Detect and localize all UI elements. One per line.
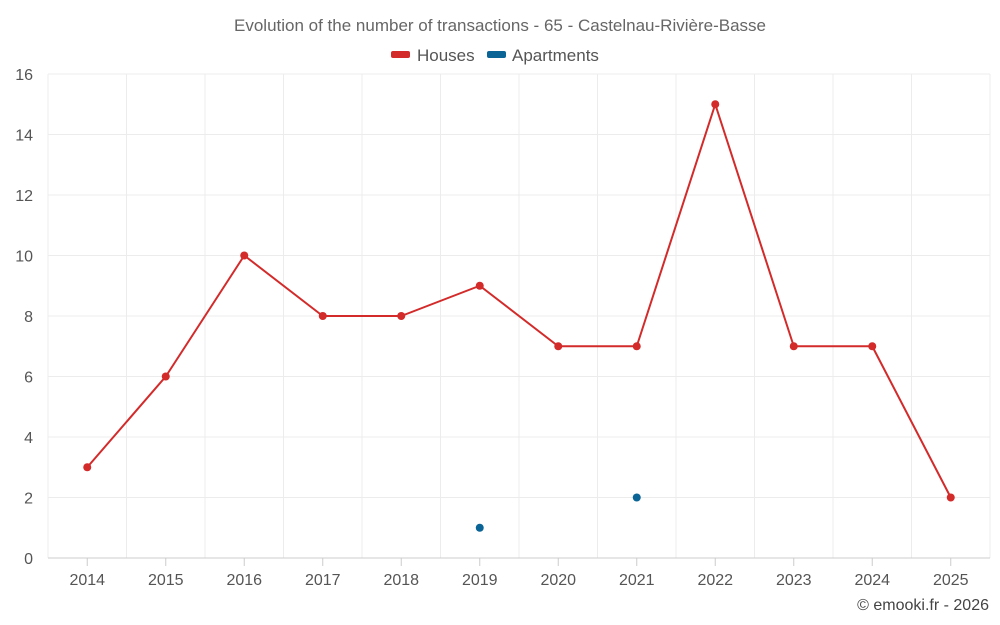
data-point-apartments[interactable] [475, 523, 484, 532]
x-tick-label: 2022 [697, 572, 733, 589]
legend: Houses Apartments [391, 46, 599, 65]
data-point-houses[interactable] [632, 342, 641, 351]
chart-title: Evolution of the number of transactions … [234, 16, 766, 35]
x-tick-label: 2021 [619, 572, 655, 589]
data-point-houses[interactable] [946, 493, 955, 502]
data-point-houses[interactable] [83, 463, 92, 472]
data-point-houses[interactable] [711, 100, 720, 109]
data-point-houses[interactable] [161, 372, 170, 381]
x-tick-label: 2018 [383, 572, 419, 589]
data-point-houses[interactable] [240, 251, 249, 260]
legend-label-houses: Houses [417, 46, 475, 65]
series-line-houses [86, 103, 952, 498]
legend-item-houses[interactable]: Houses [391, 46, 475, 65]
y-tick-label: 8 [24, 309, 33, 326]
x-tick-label: 2017 [305, 572, 341, 589]
series-apartments [475, 493, 641, 532]
x-tick-label: 2025 [933, 572, 969, 589]
x-tick-label: 2016 [226, 572, 262, 589]
y-tick-label: 16 [15, 67, 33, 84]
y-tick-label: 6 [24, 370, 33, 387]
series-houses [83, 100, 955, 502]
data-point-houses[interactable] [318, 312, 327, 320]
x-tick-label: 2020 [540, 572, 576, 589]
data-point-apartments[interactable] [632, 493, 641, 502]
y-tick-label: 4 [24, 430, 33, 447]
x-tick-label: 2014 [69, 572, 105, 589]
y-tick-label: 14 [15, 128, 33, 145]
y-tick-label: 10 [15, 249, 33, 266]
data-point-houses[interactable] [397, 312, 406, 320]
data-point-houses[interactable] [554, 342, 563, 351]
x-tick-label: 2019 [462, 572, 498, 589]
data-point-houses[interactable] [868, 342, 877, 351]
legend-label-apartments: Apartments [512, 46, 599, 65]
series [83, 100, 955, 532]
legend-swatch-apartments [487, 51, 506, 58]
x-tick-label: 2024 [854, 572, 890, 589]
legend-item-apartments[interactable]: Apartments [487, 46, 599, 65]
data-point-houses[interactable] [789, 342, 798, 351]
x-tick-label: 2015 [148, 572, 184, 589]
axes: 0 2 4 6 8 10 12 14 16 2014 2015 2016 2017 2018 2019 202… [15, 67, 990, 589]
credit-text: © emooki.fr - 2026 [857, 597, 989, 614]
data-point-houses[interactable] [475, 281, 484, 290]
x-tick-label: 2023 [776, 572, 812, 589]
y-tick-label: 0 [24, 551, 33, 568]
y-tick-label: 12 [15, 188, 33, 205]
legend-swatch-houses [391, 51, 410, 58]
y-tick-label: 2 [24, 491, 33, 508]
